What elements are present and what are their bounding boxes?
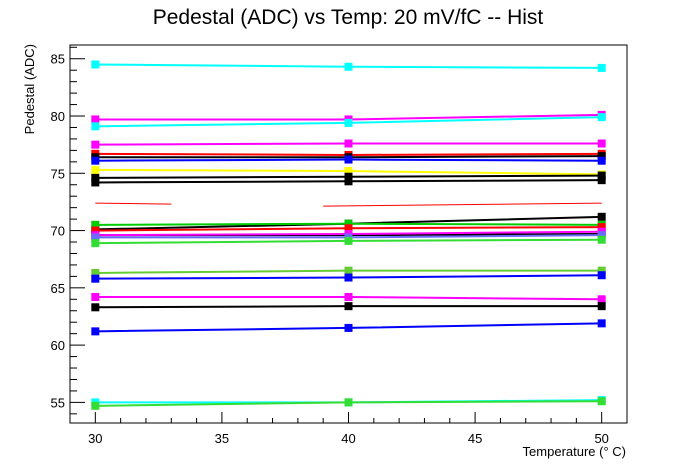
series-4 xyxy=(91,139,606,149)
data-point xyxy=(597,223,606,232)
series-21 xyxy=(91,293,606,304)
data-point xyxy=(344,172,353,181)
series-7 xyxy=(91,155,606,165)
data-point xyxy=(91,220,100,229)
data-point xyxy=(344,398,353,407)
data-point xyxy=(597,235,606,244)
data-point xyxy=(597,156,606,165)
data-point xyxy=(597,139,606,148)
data-point xyxy=(597,212,606,221)
chart-title: Pedestal (ADC) vs Temp: 20 mV/fC -- Hist xyxy=(153,6,544,29)
data-point xyxy=(344,118,353,127)
x-tick-label: 30 xyxy=(88,431,102,446)
data-point xyxy=(91,274,100,283)
y-tick-label: 70 xyxy=(51,224,65,239)
data-point xyxy=(91,239,100,248)
axes: 30 35 40 45 50 55 60 65 70 75 80 85 xyxy=(51,46,628,446)
y-tick-label: 80 xyxy=(51,109,65,124)
series-line-segment xyxy=(95,202,172,205)
data-point xyxy=(91,122,100,131)
data-point xyxy=(344,167,353,175)
series-11 xyxy=(95,202,602,207)
data-point xyxy=(344,219,353,228)
data-point xyxy=(344,236,353,245)
series-18 xyxy=(91,235,606,248)
data-point xyxy=(91,178,100,187)
data-point xyxy=(344,266,353,275)
data-point xyxy=(344,177,353,186)
y-tick-label: 85 xyxy=(51,52,65,67)
x-tick-label: 40 xyxy=(341,431,355,446)
series-3 xyxy=(91,113,606,131)
y-tick-label: 55 xyxy=(51,395,65,410)
series-22 xyxy=(91,302,606,312)
series-23 xyxy=(91,319,606,336)
data-point xyxy=(597,266,606,275)
x-tick-label: 50 xyxy=(594,431,608,446)
data-point xyxy=(344,224,353,233)
data-point xyxy=(91,233,100,242)
data-point xyxy=(91,140,100,149)
series-10 xyxy=(91,176,606,187)
data-point xyxy=(597,319,606,328)
data-point xyxy=(597,63,606,72)
series-1 xyxy=(91,60,606,72)
series-9 xyxy=(91,171,606,182)
data-point xyxy=(91,401,100,410)
y-tick-label: 65 xyxy=(51,281,65,296)
data-point xyxy=(344,302,353,311)
data-point xyxy=(597,113,606,122)
data-point xyxy=(597,302,606,311)
data-point xyxy=(344,273,353,282)
data-point xyxy=(91,327,100,336)
data-point xyxy=(597,231,606,240)
data-point xyxy=(344,139,353,148)
data-point xyxy=(597,176,606,185)
data-point xyxy=(597,295,606,304)
x-tick-label: 35 xyxy=(215,431,229,446)
data-point xyxy=(91,268,100,277)
data-point xyxy=(344,62,353,71)
y-tick-label: 60 xyxy=(51,338,65,353)
data-point xyxy=(597,397,606,406)
data-point xyxy=(344,293,353,301)
data-point xyxy=(91,303,100,312)
series-layer xyxy=(91,60,606,410)
x-tick-label: 45 xyxy=(468,431,482,446)
y-tick-label: 75 xyxy=(51,166,65,181)
data-point xyxy=(91,173,100,182)
series-14 xyxy=(91,223,606,235)
series-20 xyxy=(91,271,606,283)
data-point xyxy=(344,323,353,332)
data-point xyxy=(597,171,606,180)
data-point xyxy=(91,226,100,235)
data-point xyxy=(91,165,100,174)
data-point xyxy=(91,115,100,124)
series-25 xyxy=(91,397,606,410)
data-point xyxy=(91,156,100,165)
series-line-segment xyxy=(323,202,602,207)
data-point xyxy=(91,60,100,69)
data-point xyxy=(597,152,606,161)
y-axis-label: Pedestal (ADC) xyxy=(22,44,37,134)
x-axis-label: Temperature (° C) xyxy=(523,444,626,459)
data-point xyxy=(597,271,606,280)
data-point xyxy=(91,293,100,301)
data-point xyxy=(344,155,353,164)
series-19 xyxy=(91,266,606,277)
